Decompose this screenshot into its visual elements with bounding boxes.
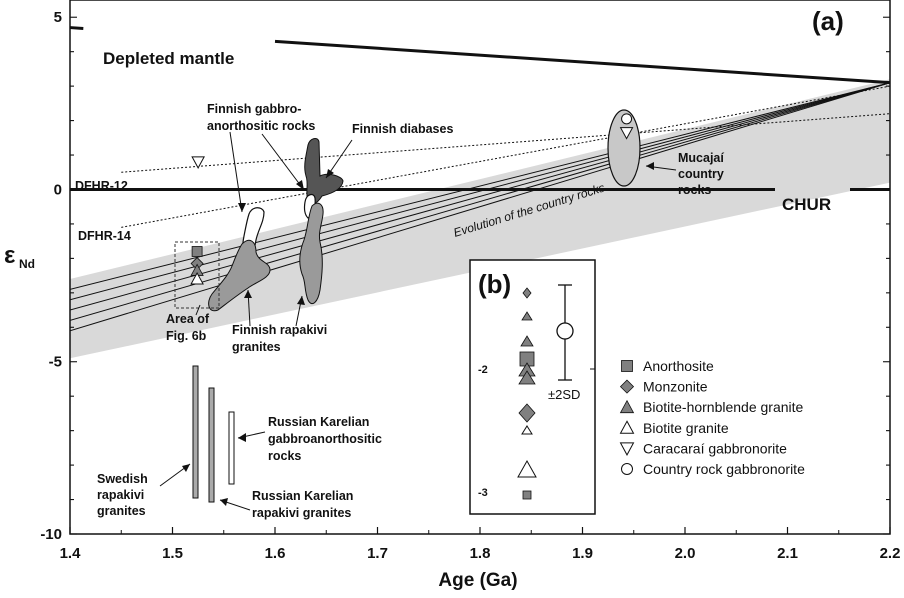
- panel-label: (a): [812, 6, 844, 36]
- inset-ytick-m3: -3: [478, 487, 488, 499]
- legend-label: Biotite granite: [643, 420, 729, 436]
- y-axis-title-sub: Nd: [19, 257, 35, 271]
- arrow-area: [195, 304, 201, 316]
- legend-label: Monzonite: [643, 379, 708, 395]
- swedish-rapakivi-bar: [192, 365, 199, 499]
- inset-diamond-large: [518, 403, 536, 423]
- inset-markers: [517, 287, 537, 500]
- x-tick-label: 1.6: [265, 545, 286, 562]
- finnish-rapakivi-label: Finnish rapakivi granites: [232, 323, 331, 354]
- evolution-line: [70, 82, 890, 321]
- y-tick-label: -5: [49, 354, 62, 371]
- finnish-diabases-label: Finnish diabases: [352, 122, 453, 136]
- evolution-lines: [70, 82, 890, 332]
- legend-label: Caracaraí gabbronorite: [643, 440, 787, 456]
- russian-rapakivi-bar: [208, 387, 215, 503]
- legend: Anorthosite Monzonite Biotite-hornblende g…: [619, 358, 805, 477]
- russian-gabbro-label: Russian Karelian gabbroanorthositic rock…: [268, 415, 385, 463]
- y-axis: 5 0 -5 -10: [40, 9, 890, 543]
- inset-b-label: (b): [478, 269, 511, 299]
- dfhr-line-1: [121, 113, 890, 173]
- x-tick-label: 1.8: [470, 545, 491, 562]
- x-tick-label: 1.7: [367, 545, 388, 562]
- data-markers: [190, 113, 634, 285]
- arrowhead-rapakivi-2: [297, 296, 305, 305]
- marker-circle-open: [621, 113, 633, 125]
- y-tick-label: -10: [40, 526, 62, 543]
- depleted-mantle-line-left: [69, 26, 84, 30]
- arrowhead-rapakivi-1: [244, 290, 252, 298]
- inset-sd-circle: [556, 322, 574, 340]
- inset-square-small: [522, 490, 532, 500]
- arrowhead-swedish: [182, 464, 190, 472]
- finnish-gabbro-label: Finnish gabbro- anorthositic rocks: [207, 102, 315, 133]
- x-tick-label: 2.2: [880, 545, 901, 562]
- legend-label: Biotite-hornblende granite: [643, 399, 804, 415]
- inset-tri-open-large: [517, 459, 537, 478]
- inset-tri-open-small: [521, 425, 533, 435]
- x-axis-title: Age (Ga): [438, 570, 517, 591]
- legend-marker: [619, 420, 635, 434]
- legend-marker: [621, 463, 633, 475]
- legend-marker: [619, 379, 635, 394]
- dfhr-lines: [121, 85, 890, 228]
- arrowhead-diabases: [326, 169, 334, 178]
- legend-label: Country rock gabbronorite: [643, 461, 805, 477]
- finnish-rapakivi-field-right: [299, 202, 324, 305]
- area-fig6b-label: Area of Fig. 6b: [166, 312, 213, 343]
- y-tick-label: 5: [54, 9, 62, 26]
- arrow-gabbro-2: [261, 133, 305, 191]
- x-tick-label: 1.4: [60, 545, 82, 562]
- marker-triangle-up-open: [190, 272, 204, 285]
- legend-label: Anorthosite: [643, 358, 714, 374]
- legend-marker: [619, 442, 635, 456]
- annotation-arrowheads: [182, 162, 654, 506]
- x-tick-label: 1.5: [162, 545, 183, 562]
- chur-label: CHUR: [782, 195, 831, 214]
- legend-marker: [619, 399, 635, 414]
- x-tick-label: 2.1: [777, 545, 798, 562]
- mucajai-label: Mucajaí country rocks: [678, 151, 727, 197]
- area-fig6b-box: [174, 241, 220, 309]
- russian-gabbro-bar: [228, 411, 235, 485]
- depleted-mantle-line-right: [274, 39, 891, 85]
- marker-square-gray: [191, 246, 203, 257]
- depleted-mantle-label: Depleted mantle: [103, 49, 234, 68]
- legend-marker: [621, 360, 633, 372]
- x-tick-label: 2.0: [675, 545, 696, 562]
- evolution-line: [70, 82, 890, 301]
- inset-diamond-1: [522, 287, 532, 299]
- russian-rapakivi-label: Russian Karelian rapakivi granites: [252, 489, 357, 520]
- finnish-diabases-field: [304, 137, 344, 204]
- swedish-label: Swedish rapakivi granites: [97, 472, 151, 518]
- arrowhead-gabbro-2: [296, 180, 304, 190]
- arrowhead-russian-gabbro: [238, 433, 246, 442]
- inset-tri-gray-4: [518, 370, 536, 385]
- inset-sd-label: ±2SD: [548, 387, 580, 402]
- y-tick-label: 0: [54, 181, 62, 198]
- dfhr12-label: DFHR-12: [75, 179, 128, 193]
- finnish-rapakivi-field-left: [208, 239, 271, 312]
- inset-tri-gray-2: [520, 335, 534, 347]
- marker-triangle-down-open: [191, 156, 205, 169]
- y-axis-title: ε: [4, 242, 15, 269]
- arrowhead-mucajai: [646, 162, 654, 170]
- inset-ytick-m2: -2: [478, 364, 488, 376]
- evolution-band: [70, 79, 890, 359]
- marker-triangle-down-open: [619, 127, 634, 140]
- x-tick-label: 1.9: [572, 545, 593, 562]
- arrowhead-gabbro: [238, 203, 246, 212]
- inset-tri-gray-1: [521, 311, 533, 321]
- dfhr14-label: DFHR-14: [78, 229, 131, 243]
- evolution-line: [70, 82, 890, 311]
- arrowhead-russian-rapakivi: [220, 498, 228, 506]
- arrow-gabbro: [229, 131, 243, 213]
- evolution-line: [70, 82, 890, 290]
- x-axis: 1.4 1.5 1.6 1.7 1.8 1.9 2.0 2.1 2.2: [60, 527, 901, 562]
